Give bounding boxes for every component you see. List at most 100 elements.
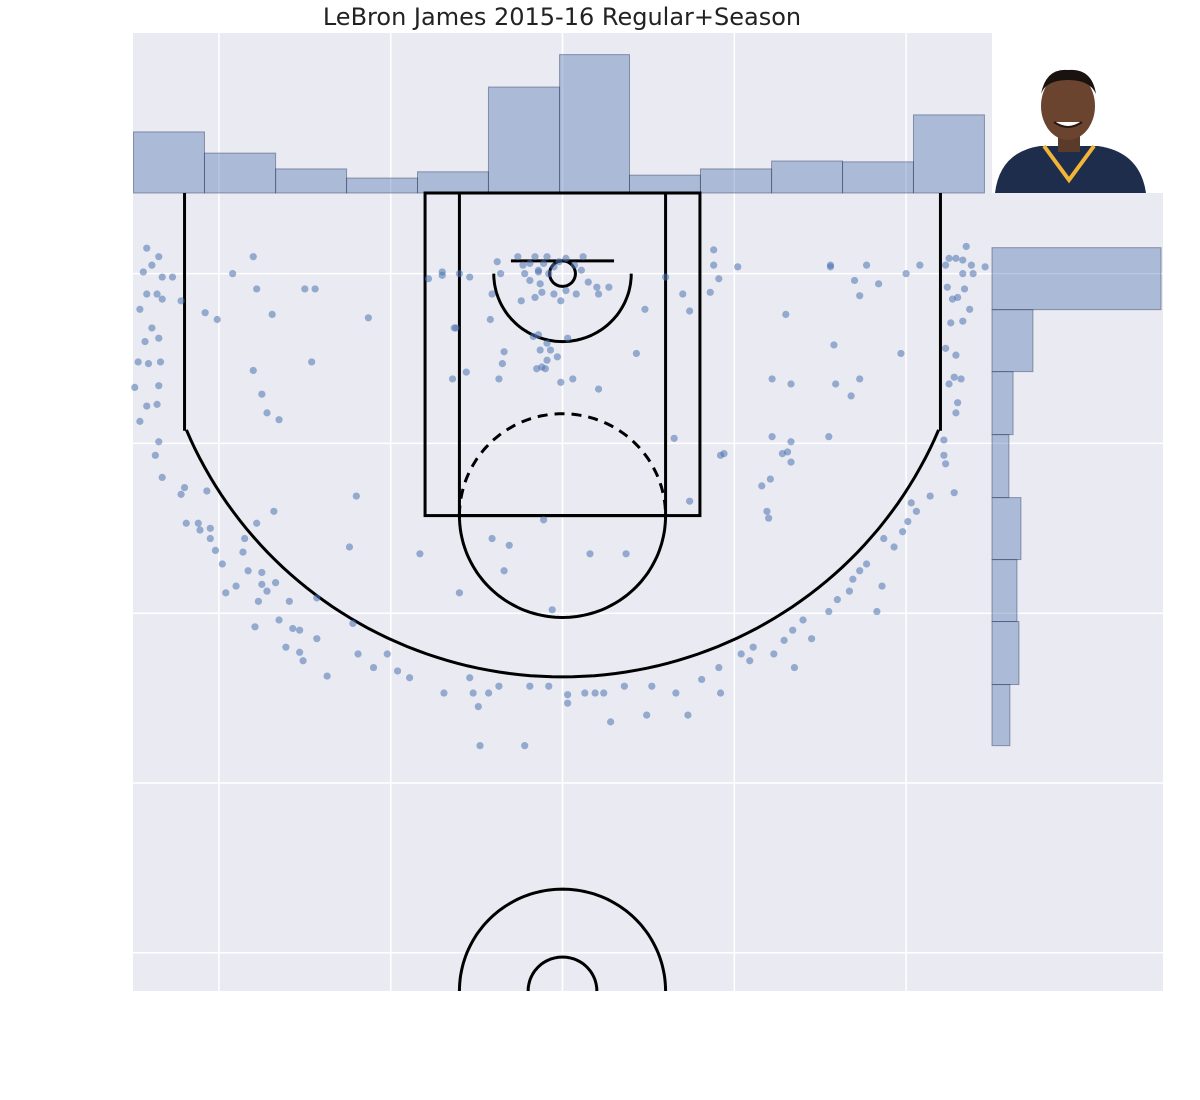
shot-point xyxy=(313,594,321,602)
shot-point xyxy=(469,689,477,697)
shot-point xyxy=(144,360,153,368)
shot-point xyxy=(521,270,529,278)
player-photo xyxy=(992,33,1163,193)
shot-point xyxy=(942,460,950,468)
shot-point xyxy=(873,607,881,616)
shot-point xyxy=(263,587,271,595)
shot-point xyxy=(670,434,678,442)
shot-point xyxy=(275,416,283,424)
shot-point xyxy=(313,635,321,643)
shot-point xyxy=(155,253,163,261)
shot-point xyxy=(899,528,907,536)
shot-point xyxy=(206,534,214,543)
shot-point xyxy=(450,324,458,332)
shot-point xyxy=(782,310,790,318)
hist-bar xyxy=(991,247,1162,311)
shot-point xyxy=(285,597,293,605)
shot-point xyxy=(902,270,910,278)
shot-point xyxy=(500,567,508,575)
shot-point xyxy=(648,682,656,690)
shot-point xyxy=(486,315,494,324)
shot-point xyxy=(405,674,414,682)
shot-point xyxy=(849,575,857,583)
shot-point xyxy=(715,275,723,283)
shot-point xyxy=(912,507,921,515)
shot-point xyxy=(440,689,448,697)
shot-point xyxy=(263,409,271,417)
shot-point xyxy=(734,263,742,271)
shot-point xyxy=(143,244,151,252)
shot-point xyxy=(538,363,546,371)
hist-bar xyxy=(346,177,419,194)
shot-point xyxy=(206,524,214,532)
shot-point xyxy=(282,643,290,651)
shot-point xyxy=(354,650,362,658)
shot-point xyxy=(455,589,464,597)
shot-point xyxy=(153,290,161,298)
shot-point xyxy=(967,261,975,269)
shot-point xyxy=(466,273,474,281)
shot-point xyxy=(136,417,144,425)
shot-point xyxy=(476,742,484,750)
shot-point xyxy=(620,682,628,690)
shot-point xyxy=(716,689,725,697)
shot-point xyxy=(505,541,513,549)
shot-point xyxy=(579,253,587,261)
shot-point xyxy=(641,305,649,313)
shot-point xyxy=(605,283,613,291)
shot-point xyxy=(778,450,787,458)
shot-point xyxy=(661,273,670,281)
shot-point xyxy=(258,580,266,588)
shot-point xyxy=(531,253,539,261)
shot-point xyxy=(529,332,537,341)
shot-point xyxy=(546,346,555,354)
shot-point xyxy=(945,254,953,262)
shot-point xyxy=(787,380,795,388)
shot-point xyxy=(594,385,603,393)
court-box xyxy=(457,191,668,518)
shot-point xyxy=(808,635,816,643)
shot-point xyxy=(577,266,585,274)
shot-point xyxy=(241,534,249,543)
shot-point xyxy=(799,616,807,624)
shot-point xyxy=(158,295,166,303)
shot-point xyxy=(495,375,503,383)
hist-bar xyxy=(991,559,1018,623)
shot-point xyxy=(148,324,156,332)
court-arc xyxy=(492,273,633,344)
shot-point xyxy=(531,293,539,302)
shot-point xyxy=(969,270,977,278)
shot-point xyxy=(232,582,240,590)
shot-point xyxy=(211,546,220,555)
shot-point xyxy=(540,516,548,524)
jersey-trim xyxy=(1042,144,1096,184)
shot-point xyxy=(301,285,309,293)
shot-point xyxy=(545,270,553,278)
shot-point xyxy=(158,473,166,481)
hist-bar xyxy=(417,171,489,194)
shot-point xyxy=(143,402,151,410)
shot-point xyxy=(686,307,694,315)
shot-point xyxy=(916,261,924,269)
shot-point xyxy=(907,499,915,507)
shot-point xyxy=(562,254,570,262)
shot-point xyxy=(830,341,838,349)
hist-bar xyxy=(559,54,631,194)
shot-point xyxy=(562,287,570,295)
shot-point xyxy=(148,261,156,269)
shot-point xyxy=(550,263,558,271)
shot-point xyxy=(962,242,970,251)
shot-point xyxy=(254,597,263,605)
shot-point xyxy=(540,259,548,268)
shot-point xyxy=(182,519,190,527)
shot-point xyxy=(517,297,525,305)
shot-point xyxy=(684,711,692,719)
hist-bar xyxy=(991,684,1011,747)
shot-point xyxy=(593,283,601,291)
shot-point xyxy=(462,368,470,376)
shot-point xyxy=(155,382,163,390)
shot-point xyxy=(954,399,962,407)
shot-point xyxy=(897,349,905,358)
shot-point xyxy=(698,675,706,684)
